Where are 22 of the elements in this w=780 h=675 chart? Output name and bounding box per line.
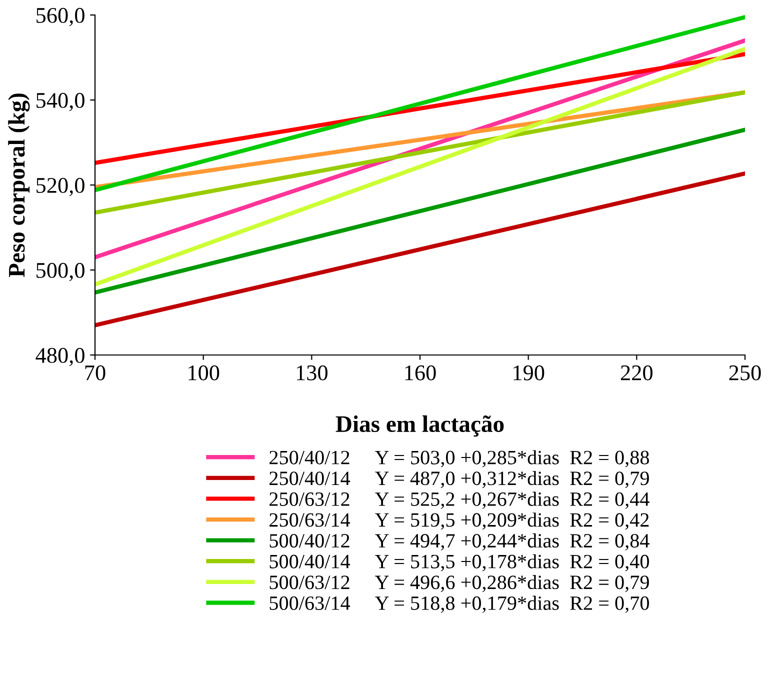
x-tick-label: 100 — [188, 365, 220, 380]
legend-label: 250/63/14 Y = 519,5 +0,209*dias R2 = 0,42 — [270, 512, 649, 530]
legend-label: 500/40/14 Y = 513,5 +0,178*dias R2 = 0,40 — [270, 554, 649, 572]
x-tick-label: 70 — [85, 365, 106, 380]
legend-label: 250/40/12 Y = 503,0 +0,285*dias R2 = 0,88 — [270, 450, 649, 468]
x-tick-label: 190 — [514, 365, 544, 380]
y-tick-label: 540,0 — [36, 92, 84, 112]
legend-label: 500/40/12 Y = 494,7 +0,244*dias R2 = 0,84 — [270, 533, 650, 550]
legend-label: 500/63/14 Y = 518,8 +0,179*dias R2 = 0,70 — [270, 596, 649, 613]
legend-label: 500/63/12 Y = 496,6 +0,286*dias R2 = 0,79 — [270, 575, 649, 592]
y-axis-title: Peso corporal (kg) — [8, 94, 30, 278]
x-tick-label: 160 — [405, 365, 436, 380]
y-tick-label: 520,0 — [36, 178, 84, 196]
x-tick-label: 130 — [296, 365, 328, 380]
x-axis-title: Dias em lactação — [336, 415, 504, 437]
y-tick-label: 500,0 — [36, 262, 84, 282]
x-tick-label: 250 — [729, 365, 761, 380]
legend-label: 250/40/14 Y = 487,0 +0,312*dias R2 = 0,79 — [270, 470, 649, 488]
x-tick-label: 220 — [620, 365, 652, 380]
y-tick-label: 480,0 — [36, 348, 84, 366]
y-tick-label: 560,0 — [36, 8, 84, 26]
legend-label: 250/63/12 Y = 525,2 +0,267*dias R2 = 0,44 — [270, 492, 650, 509]
